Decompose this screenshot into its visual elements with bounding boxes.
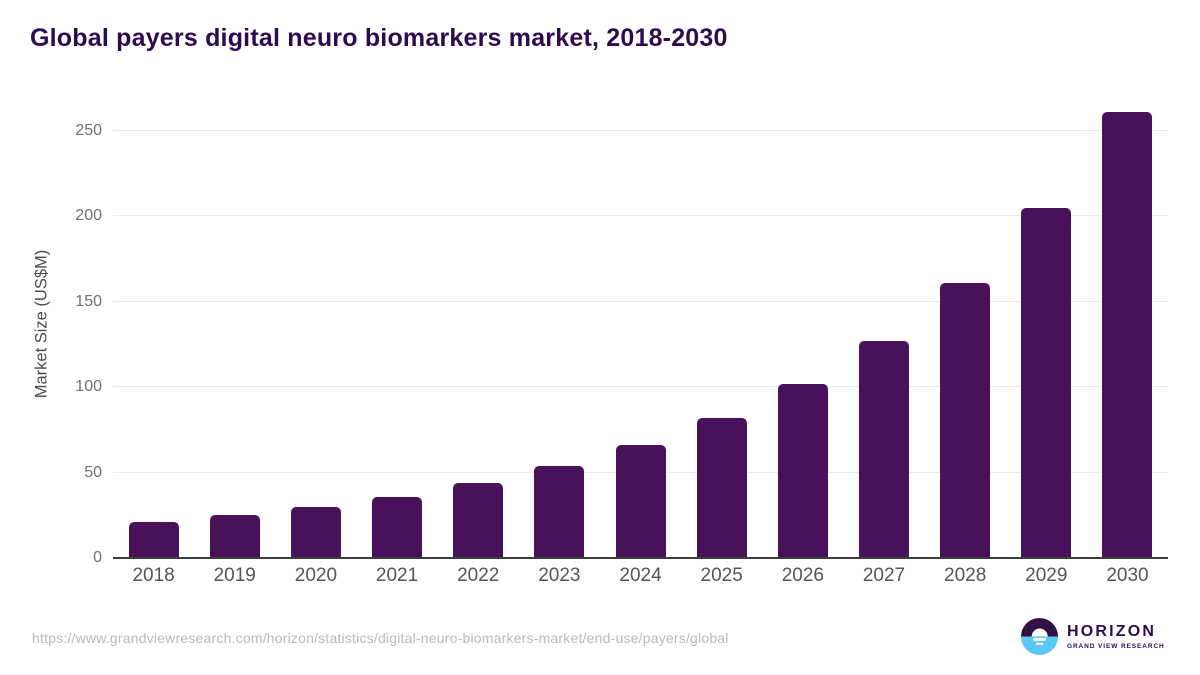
bar-2023 [534, 465, 585, 558]
bar-slot-2030 [1087, 98, 1168, 558]
x-tick-2023: 2023 [538, 565, 581, 586]
bar-slot-2020 [275, 98, 356, 558]
x-tick-2021: 2021 [375, 565, 419, 586]
x-tick-2030: 2030 [1106, 565, 1149, 586]
y-tick-150: 150 [75, 292, 102, 310]
bar-slot-2019 [194, 98, 275, 558]
y-tick-0: 0 [93, 549, 102, 566]
y-axis-title: Market Size (US$M) [32, 249, 51, 399]
bar-slot-2026 [762, 98, 843, 558]
gridline-250 [113, 130, 1168, 131]
x-tick-2024: 2024 [619, 565, 662, 586]
x-tick-2029: 2029 [1025, 565, 1068, 586]
bar-2026 [777, 383, 828, 558]
bar-slot-2021 [356, 98, 437, 558]
bar-2028 [940, 283, 991, 558]
x-tick-2019: 2019 [213, 565, 256, 586]
bar-slot-2018 [113, 98, 194, 558]
bar-2019 [209, 515, 260, 558]
x-axis-line [113, 557, 1168, 559]
bar-2030 [1102, 112, 1153, 558]
bar-slot-2025 [681, 98, 762, 558]
x-tick-2028: 2028 [944, 565, 987, 586]
bar-slot-2023 [519, 98, 600, 558]
horizon-logo: HORIZON GRAND VIEW RESEARCH [1020, 617, 1165, 656]
chart-title: Global payers digital neuro biomarkers m… [30, 24, 728, 52]
bar-slot-2027 [843, 98, 924, 558]
gridline-100 [113, 386, 1168, 388]
bar-2018 [128, 522, 179, 558]
y-tick-250: 250 [75, 122, 102, 139]
y-tick-200: 200 [75, 207, 102, 225]
x-tick-2026: 2026 [781, 565, 824, 586]
x-tick-2018: 2018 [132, 565, 175, 586]
bar-slot-2028 [925, 98, 1006, 558]
gridline-200 [113, 215, 1168, 217]
plot-area [113, 98, 1168, 559]
logo-wordmark: HORIZON [1067, 622, 1157, 640]
bar-2020 [290, 506, 341, 558]
bar-2022 [453, 482, 504, 558]
bar-slot-2024 [600, 98, 681, 558]
bar-slot-2022 [438, 98, 519, 558]
x-tick-2022: 2022 [457, 565, 500, 586]
x-tick-2020: 2020 [294, 565, 338, 586]
gridline-150 [113, 300, 1168, 302]
y-tick-50: 50 [84, 463, 102, 481]
horizon-logo-icon [1020, 617, 1059, 656]
y-tick-100: 100 [75, 378, 102, 396]
bar-2029 [1021, 207, 1072, 558]
x-tick-2025: 2025 [700, 565, 743, 586]
bar-2025 [696, 417, 747, 558]
x-tick-2027: 2027 [862, 565, 906, 586]
logo-text: HORIZON GRAND VIEW RESEARCH [1067, 622, 1165, 650]
bars [113, 98, 1168, 558]
logo-subtitle: GRAND VIEW RESEARCH [1067, 642, 1165, 650]
bar-slot-2029 [1006, 98, 1087, 558]
source-url: https://www.grandviewresearch.com/horizo… [32, 630, 729, 646]
bar-2027 [858, 341, 909, 558]
x-axis-tick-labels: 2018 2019 2020 2021 2022 2023 2024 2025 2026 2027… [113, 565, 1168, 587]
bar-2021 [372, 496, 423, 558]
bar-2024 [615, 445, 666, 558]
